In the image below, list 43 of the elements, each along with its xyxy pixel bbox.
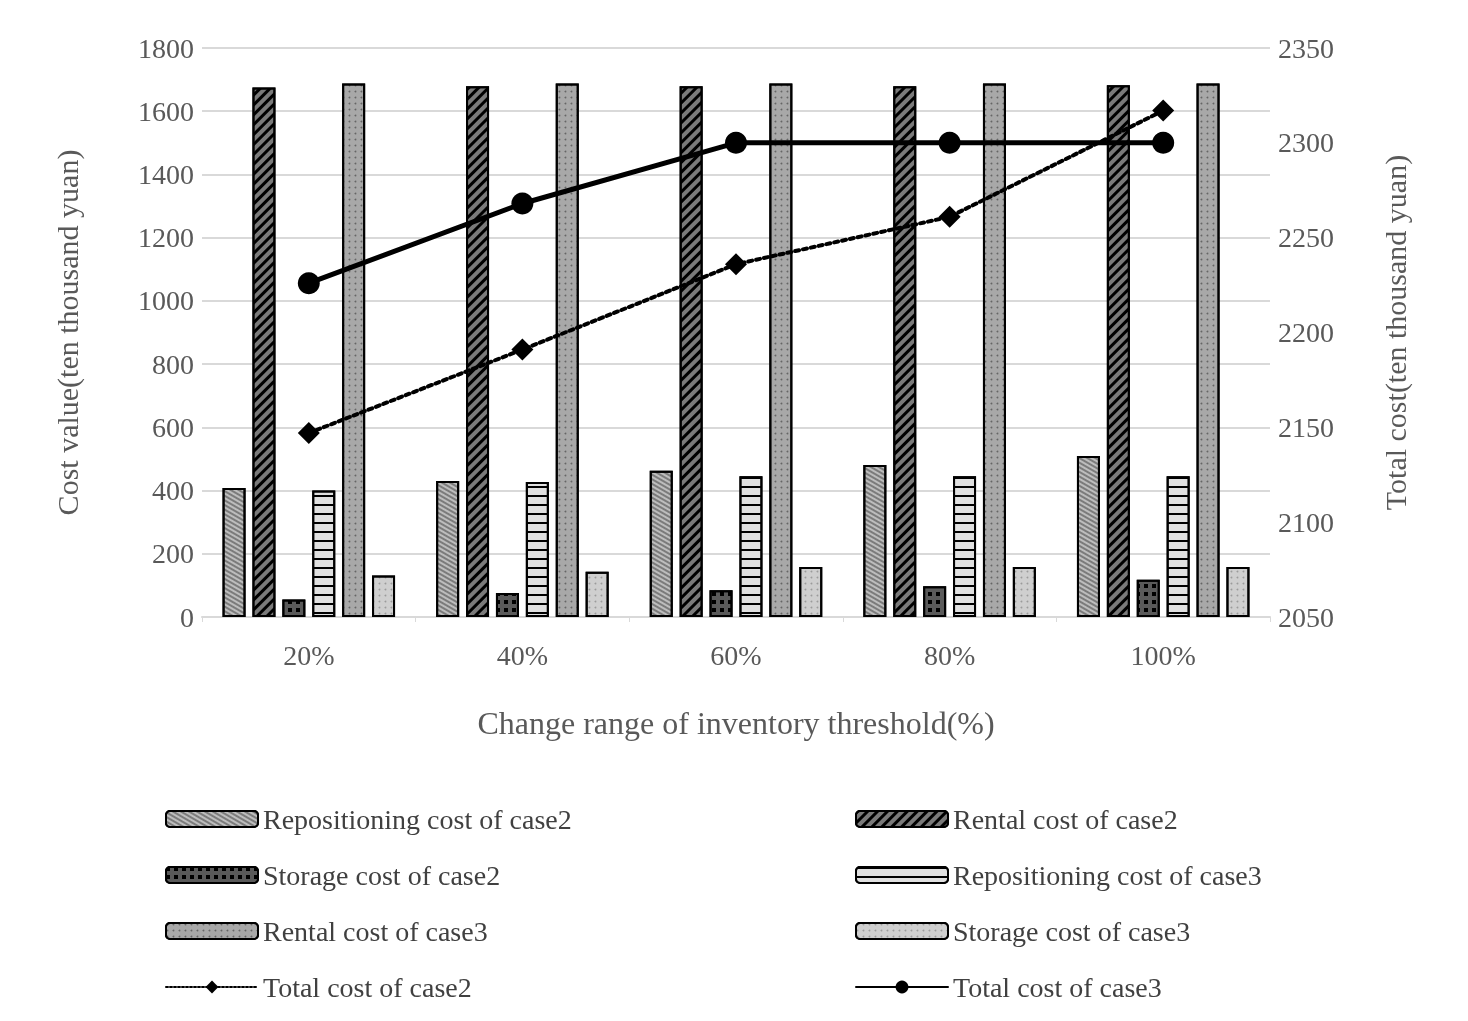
y2-tick-label: 2300 [1278,127,1334,159]
point [938,131,961,154]
legend-label: Storage cost of case2 [263,859,501,891]
y-tick-label: 400 [152,475,194,507]
y2-tick-label: 2150 [1278,411,1334,443]
point [725,253,747,276]
legend-label: Repositioning cost of case3 [953,859,1262,891]
y-axis-title: Cost value(ten thousand yuan) [50,149,85,516]
x-axis-title: Change range of inventory threshold(%) [477,705,995,741]
y2-axis-title: Total cost(ten thousand yuan) [1378,154,1413,511]
point [511,192,534,215]
point [1152,131,1175,154]
y-tick-label: 0 [180,601,194,633]
y-tick-label: 200 [152,538,194,570]
y2-tick-label: 2100 [1278,506,1334,538]
point [1152,99,1175,122]
legend-label: Total cost of case3 [953,971,1162,1003]
x-tick-label: 80% [923,639,976,671]
y2-tick-label: 2350 [1278,32,1334,64]
y-tick-label: 1200 [138,222,194,254]
legend-label: Rental cost of case3 [263,915,488,947]
y-tick-label: 1400 [138,158,194,190]
legend-label: Rental cost of case2 [953,803,1178,835]
y-tick-label: 1600 [138,95,194,127]
x-tick-label: 100% [1130,639,1196,671]
y-tick-label: 1800 [138,32,194,64]
legend-label: Repositioning cost of case2 [263,803,572,835]
y2-tick-label: 2200 [1278,317,1334,348]
point [938,205,961,228]
x-tick-label: 20% [283,639,335,671]
point [297,422,320,445]
point [297,272,320,295]
legend-label: Total cost of case2 [263,971,472,1003]
point [511,338,534,361]
y-tick-label: 1000 [138,285,194,317]
point [725,131,747,154]
y-tick-label: 800 [152,348,194,380]
y2-tick-label: 2250 [1278,222,1334,254]
legend-label: Storage cost of case3 [953,915,1191,947]
x-tick-label: 40% [496,639,549,671]
x-tick-label: 60% [710,639,762,671]
y-tick-label: 600 [152,411,194,443]
y2-tick-label: 2050 [1278,601,1334,633]
